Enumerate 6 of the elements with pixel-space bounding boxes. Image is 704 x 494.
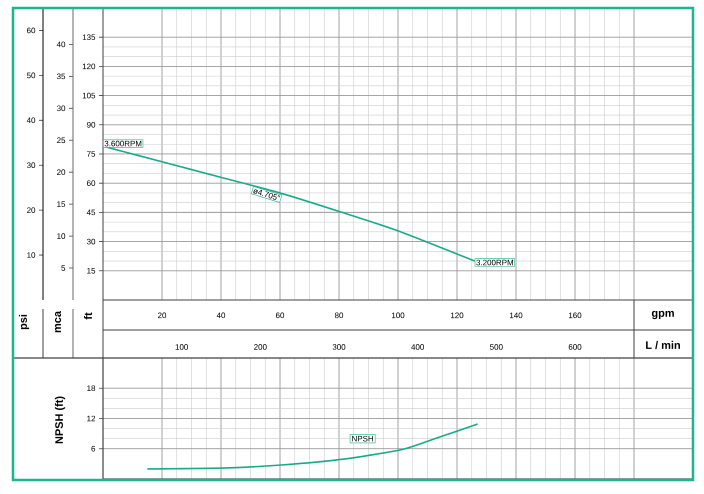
y-axis-title: NPSH (ft) (54, 396, 66, 444)
y3-axis-title: mca (55, 310, 62, 332)
x2-axis-title: L / min (646, 340, 680, 350)
y2-axis-title: psi (18, 314, 30, 330)
y-axis-title: ft (84, 312, 92, 320)
x-axis-title: gpm (652, 310, 674, 320)
